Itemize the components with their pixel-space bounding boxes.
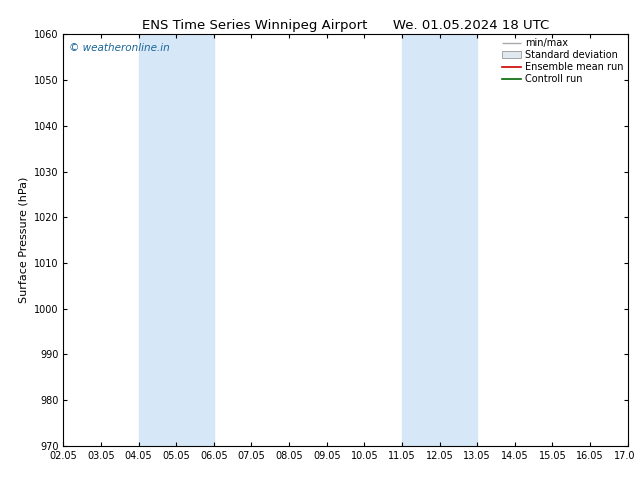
Y-axis label: Surface Pressure (hPa): Surface Pressure (hPa) xyxy=(18,177,29,303)
Legend: min/max, Standard deviation, Ensemble mean run, Controll run: min/max, Standard deviation, Ensemble me… xyxy=(500,36,626,86)
Bar xyxy=(139,34,214,446)
Title: ENS Time Series Winnipeg Airport      We. 01.05.2024 18 UTC: ENS Time Series Winnipeg Airport We. 01.… xyxy=(142,19,549,32)
Text: © weatheronline.in: © weatheronline.in xyxy=(69,43,170,52)
Bar xyxy=(402,34,477,446)
